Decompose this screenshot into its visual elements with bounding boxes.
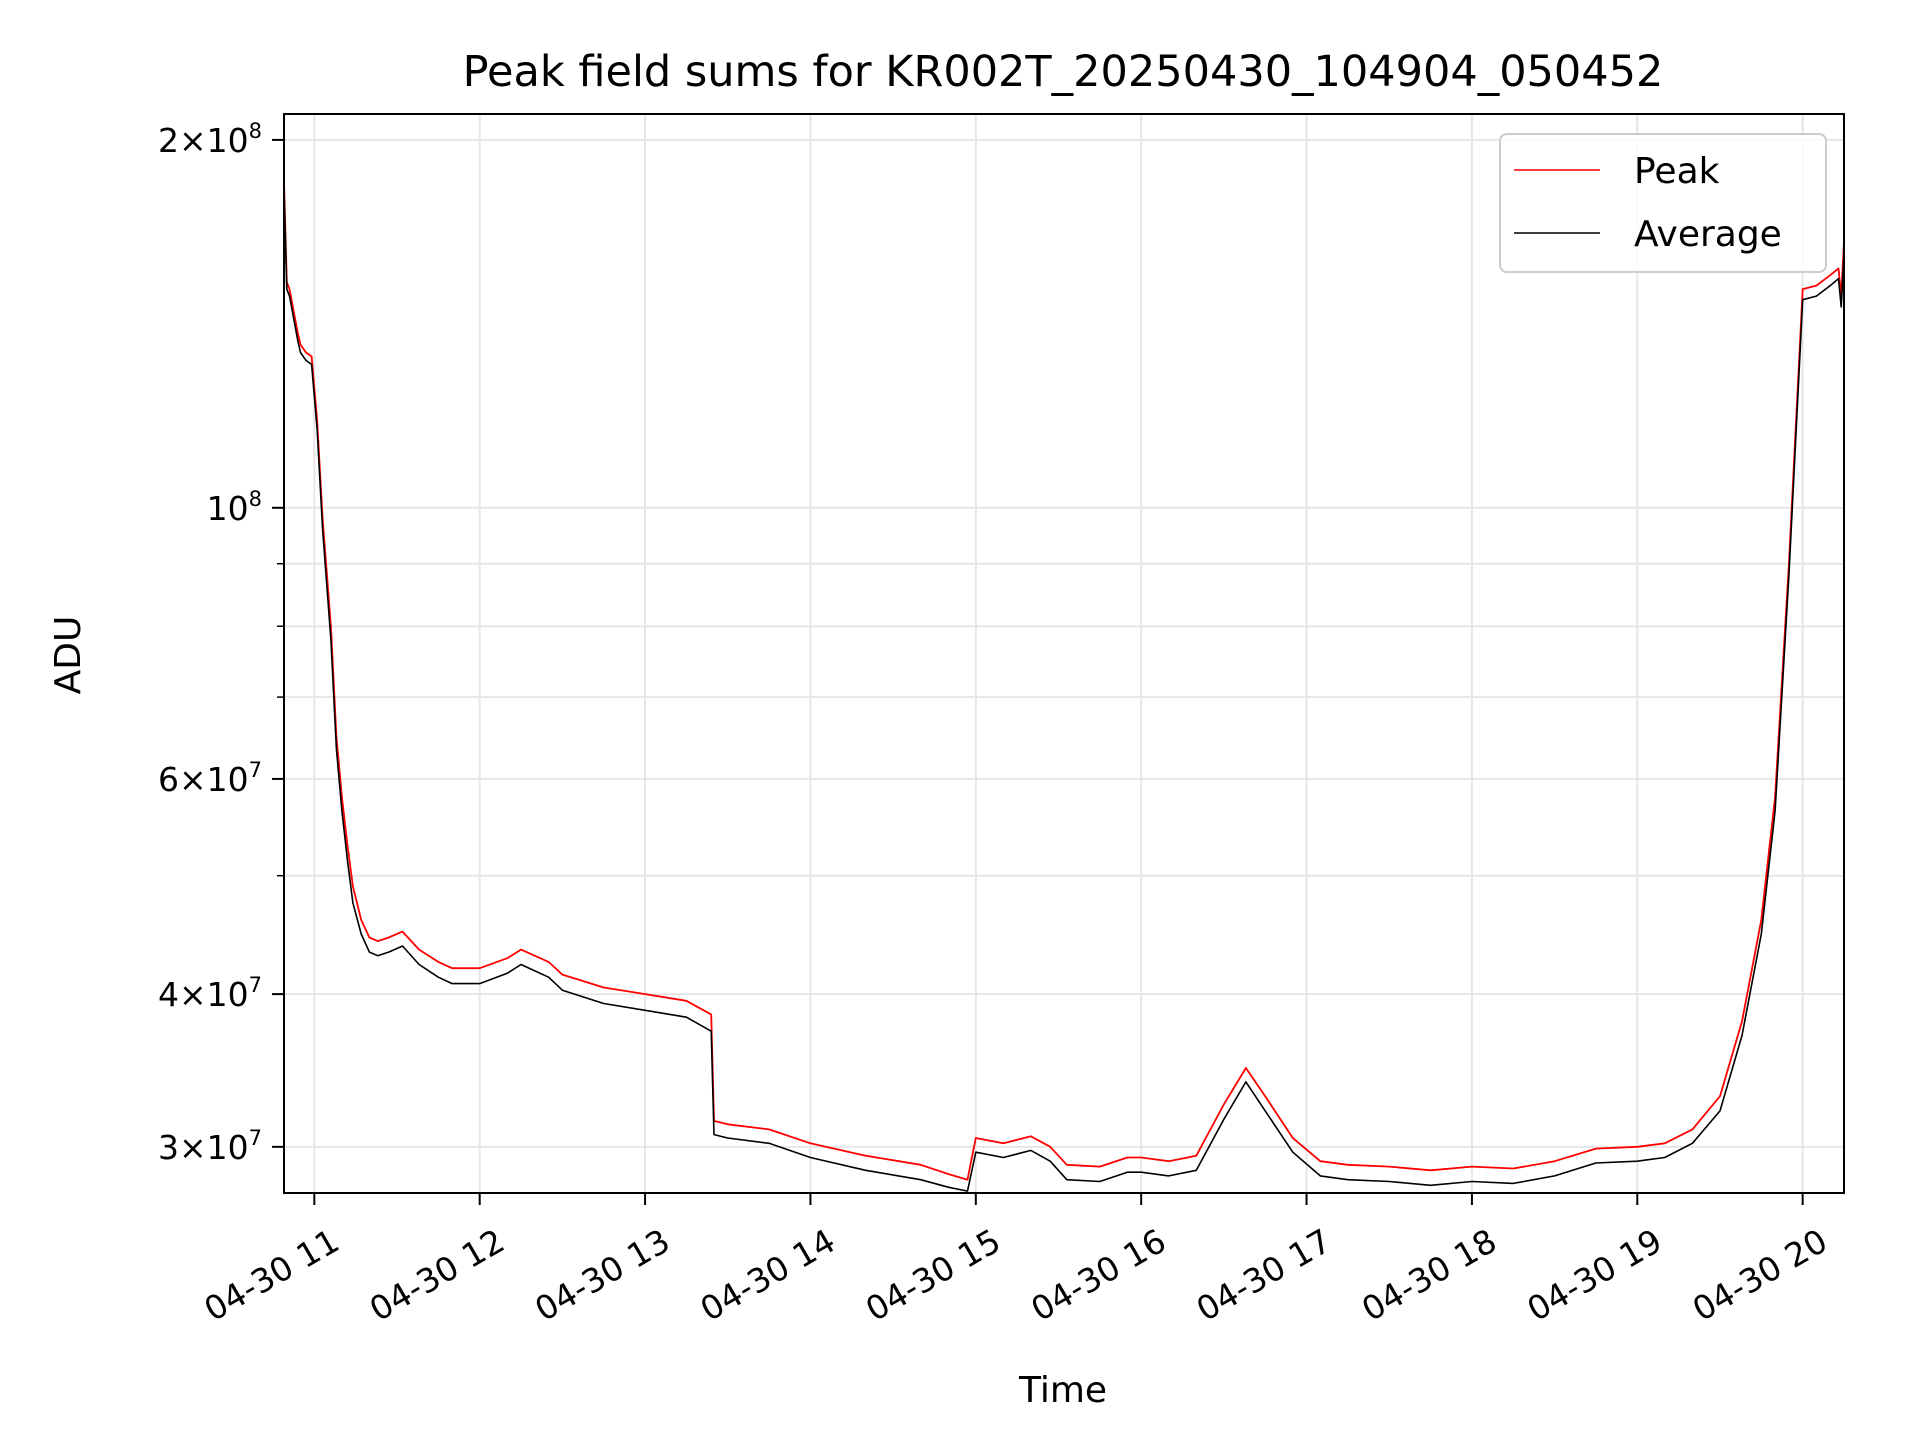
y-axis-label: ADU	[48, 616, 89, 695]
legend: Peak Average	[1499, 133, 1827, 273]
plot-frame	[283, 113, 1845, 1194]
legend-box	[1499, 133, 1827, 273]
y-tick-label: 6×107	[158, 758, 262, 799]
series-line-average	[283, 189, 1845, 1192]
legend-label-peak: Peak	[1634, 151, 1720, 192]
chart-title: Peak field sums for KR002T_20250430_1049…	[463, 47, 1664, 97]
legend-label-average: Average	[1634, 214, 1782, 255]
series-line-peak	[283, 181, 1845, 1181]
y-axis: 2×108 108 6×107 4×107 3×107	[158, 119, 284, 1167]
y-tick-label: 2×108	[158, 119, 262, 160]
series-layer	[283, 181, 1845, 1192]
grid	[284, 114, 1844, 1193]
y-tick-label: 108	[207, 487, 262, 528]
y-tick-label: 4×107	[158, 973, 262, 1014]
y-tick-label: 3×107	[158, 1126, 262, 1167]
x-axis-label: Time	[1018, 1370, 1107, 1411]
